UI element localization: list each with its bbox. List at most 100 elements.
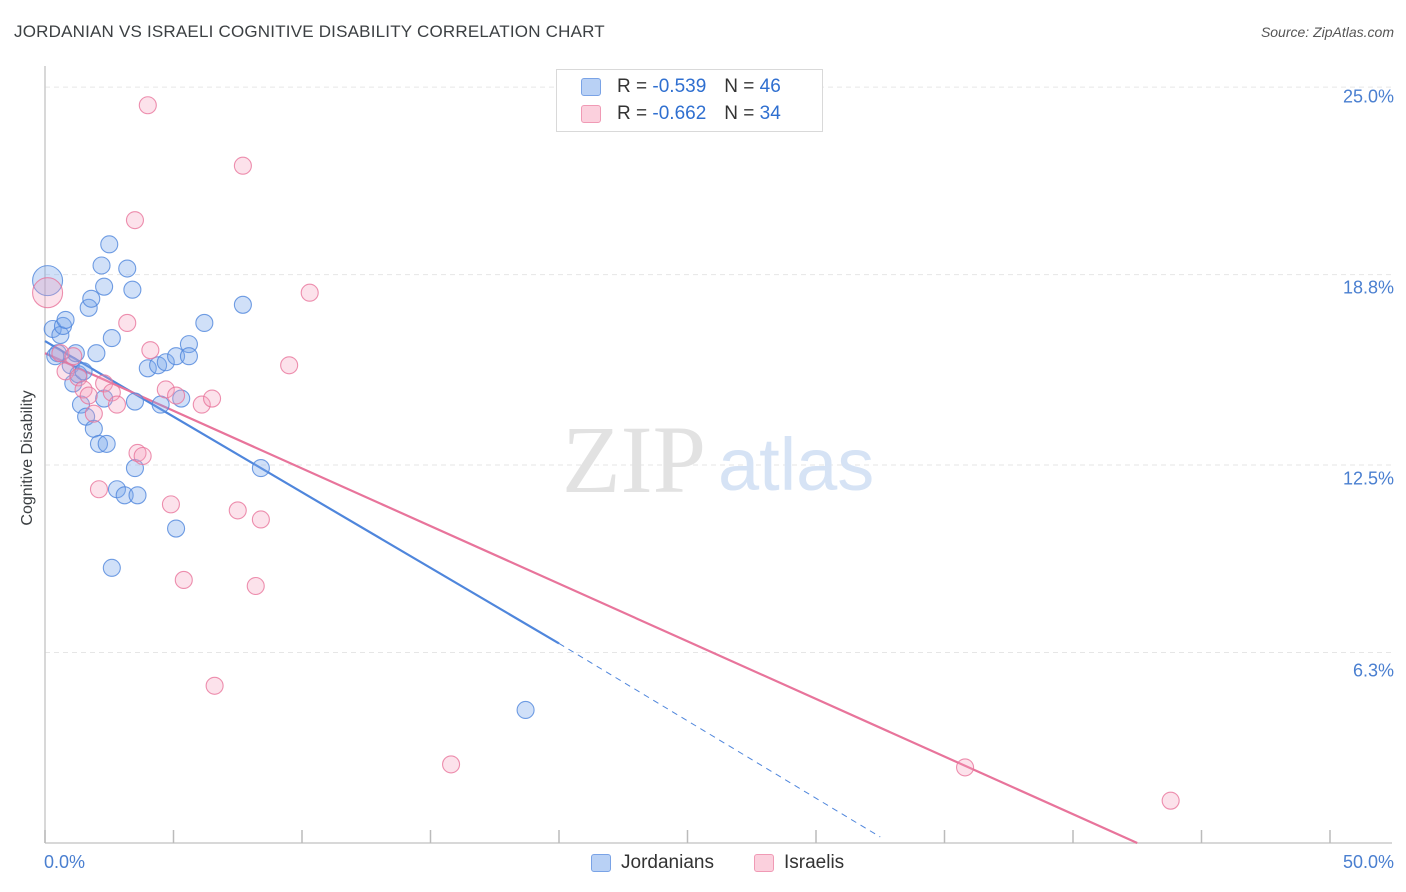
israelis-point bbox=[79, 386, 98, 405]
israelis-point bbox=[1161, 791, 1180, 810]
n-value: 34 bbox=[759, 103, 781, 124]
jordanians-point bbox=[516, 700, 535, 720]
israelis-point bbox=[69, 368, 88, 387]
legend-row-israelis: R = -0.662 N = 34 bbox=[581, 102, 781, 126]
y-tick-label: 18.8% bbox=[1342, 277, 1394, 298]
jordanians-point bbox=[56, 310, 75, 329]
n-value: 46 bbox=[759, 76, 781, 97]
israelis-point bbox=[138, 96, 157, 115]
jordanians-point bbox=[82, 289, 101, 308]
data-points bbox=[32, 96, 1180, 810]
y-tick-label: 25.0% bbox=[1342, 86, 1394, 107]
r-label: R = bbox=[617, 76, 648, 97]
x-tick-label-min: 0.0% bbox=[44, 852, 86, 872]
israelis-point bbox=[95, 374, 114, 393]
israelis-point bbox=[84, 404, 103, 423]
israelis-point bbox=[32, 277, 64, 309]
jordanians-point bbox=[97, 434, 116, 453]
israelis-point bbox=[74, 380, 93, 399]
n-label: N = bbox=[724, 103, 755, 124]
legend-label: Jordanians bbox=[621, 852, 714, 873]
stats-legend: R = -0.539 N = 46 R = -0.662 N = 34 bbox=[556, 69, 823, 132]
jordanians-point bbox=[92, 256, 111, 275]
trend-lines bbox=[44, 340, 1138, 845]
r-value: -0.539 bbox=[652, 76, 707, 97]
legend-label: Israelis bbox=[784, 852, 845, 873]
legend-item-israelis[interactable]: Israelis bbox=[754, 852, 844, 874]
jordanians-point bbox=[167, 347, 186, 366]
y-tick-label: 6.3% bbox=[1352, 660, 1394, 681]
israelis-point bbox=[102, 383, 121, 402]
jordanians-swatch bbox=[581, 78, 601, 96]
israelis-point bbox=[205, 676, 224, 695]
jordanians-point bbox=[46, 347, 65, 366]
israelis-point bbox=[246, 576, 265, 596]
watermark-zip: ZIP bbox=[562, 406, 706, 513]
jordanians-point bbox=[66, 344, 85, 363]
israelis-point bbox=[167, 386, 186, 405]
israelis-point bbox=[107, 395, 127, 414]
chart-title: JORDANIAN VS ISRAELI COGNITIVE DISABILIT… bbox=[14, 22, 605, 41]
n-label: N = bbox=[724, 76, 755, 97]
jordanians-point bbox=[118, 259, 137, 278]
legend-row-jordanians: R = -0.539 N = 46 bbox=[581, 75, 781, 99]
israelis-point bbox=[203, 389, 222, 408]
jordanians-point bbox=[89, 434, 109, 453]
jordanians-point bbox=[128, 486, 147, 505]
jordanians-trend-extension bbox=[558, 643, 881, 838]
jordanians-point bbox=[32, 265, 64, 297]
jordanians-point bbox=[123, 280, 142, 299]
israelis-swatch bbox=[581, 105, 601, 123]
jordanians-point bbox=[100, 235, 119, 254]
watermark-atlas: atlas bbox=[718, 423, 874, 506]
jordanians-swatch bbox=[591, 854, 611, 872]
jordanians-point bbox=[156, 353, 175, 372]
r-label: R = bbox=[617, 103, 648, 124]
jordanians-point bbox=[138, 359, 157, 378]
jordanians-point bbox=[233, 295, 252, 314]
israelis-point bbox=[156, 380, 175, 399]
jordanians-point bbox=[172, 389, 191, 408]
jordanians-point bbox=[167, 519, 186, 538]
axes bbox=[44, 66, 1392, 844]
x-tick-label-max: 50.0% bbox=[1342, 852, 1394, 872]
y-tick-label: 12.5% bbox=[1342, 468, 1394, 489]
jordanians-point bbox=[195, 313, 214, 333]
legend-item-jordanians[interactable]: Jordanians bbox=[591, 852, 714, 874]
jordanians-point bbox=[125, 392, 144, 411]
israelis-point bbox=[192, 395, 211, 414]
israelis-point bbox=[280, 356, 299, 375]
israelis-swatch bbox=[754, 854, 774, 872]
israelis-point bbox=[64, 347, 83, 366]
israelis-trend-line bbox=[44, 352, 1138, 845]
jordanians-point bbox=[87, 344, 106, 363]
jordanians-point bbox=[102, 329, 121, 348]
jordanians-point bbox=[115, 486, 134, 505]
jordanians-point bbox=[251, 459, 270, 478]
israelis-point bbox=[251, 510, 270, 529]
israelis-point bbox=[442, 755, 461, 774]
israelis-point bbox=[233, 156, 252, 175]
israelis-point bbox=[133, 446, 152, 466]
israelis-point bbox=[128, 443, 147, 463]
jordanians-point bbox=[151, 395, 170, 414]
jordanians-point bbox=[71, 395, 91, 414]
israelis-point bbox=[141, 341, 160, 360]
israelis-point bbox=[118, 313, 137, 333]
israelis-point bbox=[956, 758, 975, 777]
israelis-point bbox=[89, 480, 109, 499]
israelis-point bbox=[174, 570, 193, 590]
y-axis-label: Cognitive Disability bbox=[19, 390, 36, 526]
jordanians-point bbox=[95, 277, 114, 296]
israelis-point bbox=[125, 211, 144, 230]
israelis-point bbox=[228, 501, 247, 520]
jordanians-point bbox=[179, 347, 198, 366]
source-label: Source: ZipAtlas.com bbox=[1260, 24, 1394, 40]
israelis-point bbox=[161, 495, 180, 514]
r-value: -0.662 bbox=[652, 103, 707, 124]
israelis-point bbox=[300, 283, 319, 302]
jordanians-point bbox=[74, 362, 93, 381]
jordanians-point bbox=[102, 558, 121, 577]
jordanians-point bbox=[84, 419, 103, 438]
